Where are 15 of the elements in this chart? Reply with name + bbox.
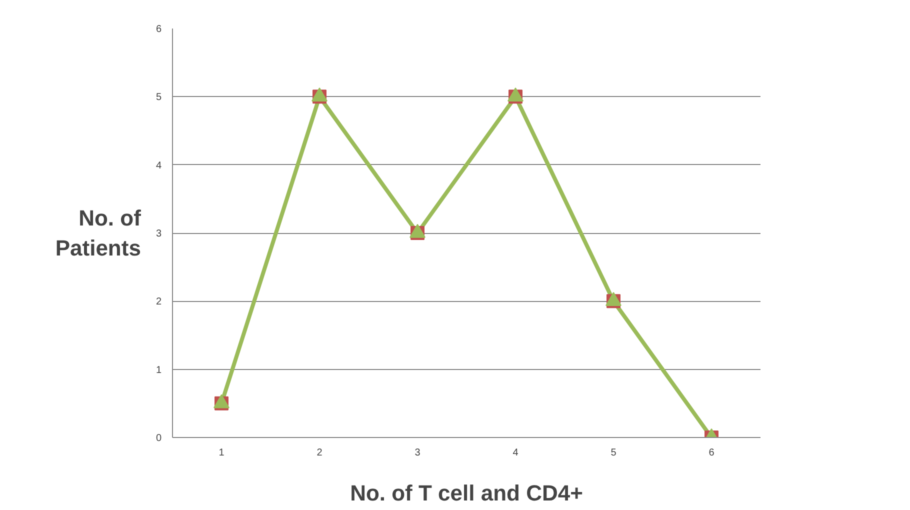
y-tick-label: 3: [156, 228, 162, 240]
y-tick-label: 1: [156, 364, 162, 376]
x-tick-label: 5: [610, 448, 617, 458]
x-tick-label: 6: [708, 448, 715, 458]
x-axis-title: No. of T cell and CD4+: [350, 480, 583, 506]
y-tick-label: 6: [156, 24, 162, 35]
y-tick-label: 5: [156, 92, 162, 104]
y-tick-label: 2: [156, 296, 162, 308]
y-axis-title: No. of Patients: [55, 206, 142, 260]
y-tick-label: 0: [156, 433, 162, 444]
x-tick-label: 1: [218, 448, 225, 458]
x-tick-label: 3: [414, 448, 421, 458]
x-tick-label: 4: [512, 448, 519, 458]
x-tick-label: 2: [316, 448, 323, 458]
y-tick-label: 4: [156, 160, 162, 172]
